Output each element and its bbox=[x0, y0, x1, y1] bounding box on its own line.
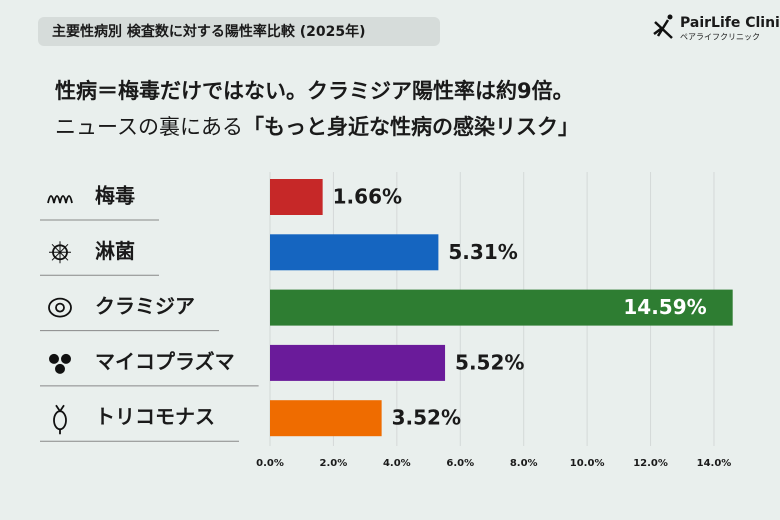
category-icon bbox=[53, 404, 67, 435]
brand: PairLife Clinic bbox=[680, 15, 780, 31]
logo bbox=[653, 14, 673, 39]
bar bbox=[270, 400, 382, 437]
category-icon bbox=[48, 297, 72, 318]
category-icon bbox=[49, 241, 71, 264]
category-label: マイコプラズマ bbox=[95, 349, 235, 373]
subheadline-emphasis: 「もっと身近な性病の感染リスク」 bbox=[243, 115, 579, 139]
tag-box bbox=[38, 17, 440, 46]
bar bbox=[270, 179, 323, 215]
x-tick-label: 0.0% bbox=[256, 458, 284, 469]
x-tick-label: 12.0% bbox=[633, 458, 668, 469]
bar bbox=[270, 344, 446, 381]
category-label: 淋菌 bbox=[95, 239, 135, 263]
subheadline-text: ニュースの裏にある bbox=[55, 115, 243, 139]
headline: 性病＝梅毒だけではない。クラミジア陽性率は約9倍。 bbox=[55, 79, 574, 103]
x-tick-label: 8.0% bbox=[510, 458, 538, 469]
bar bbox=[270, 289, 733, 326]
x-tick-label: 4.0% bbox=[383, 458, 411, 469]
category-icon bbox=[47, 195, 73, 204]
x-tick-label: 2.0% bbox=[320, 458, 348, 469]
icon-part bbox=[55, 363, 65, 374]
icon-part bbox=[49, 241, 71, 264]
bar bbox=[270, 234, 439, 271]
x-tick-label: 14.0% bbox=[697, 458, 732, 469]
icon-part bbox=[61, 353, 71, 364]
icon-part bbox=[55, 302, 65, 313]
category-icon bbox=[49, 353, 71, 374]
x-tick-label: 10.0% bbox=[570, 458, 605, 469]
value-label: 5.52% bbox=[455, 350, 524, 374]
category-label: トリコモナス bbox=[95, 405, 215, 429]
icon-part bbox=[55, 404, 65, 435]
icon-part bbox=[47, 195, 73, 204]
category-label: 梅毒 bbox=[95, 184, 135, 208]
value-label: 5.31% bbox=[448, 240, 517, 264]
brand-sub: ペアライフクリニック bbox=[680, 33, 760, 42]
value-label: 3.52% bbox=[392, 406, 461, 430]
x-tick-label: 6.0% bbox=[446, 458, 474, 469]
value-label: 14.59% bbox=[623, 295, 706, 319]
icon-part bbox=[49, 353, 59, 364]
icon-part bbox=[48, 297, 72, 318]
value-label: 1.66% bbox=[333, 185, 402, 209]
subheadline: ニュースの裏にある「もっと身近な性病の感染リスク」 bbox=[55, 115, 579, 139]
tag: 主要性病別 検査数に対する陽性率比較 (2025年) bbox=[52, 23, 366, 40]
category-label: クラミジア bbox=[95, 294, 195, 318]
